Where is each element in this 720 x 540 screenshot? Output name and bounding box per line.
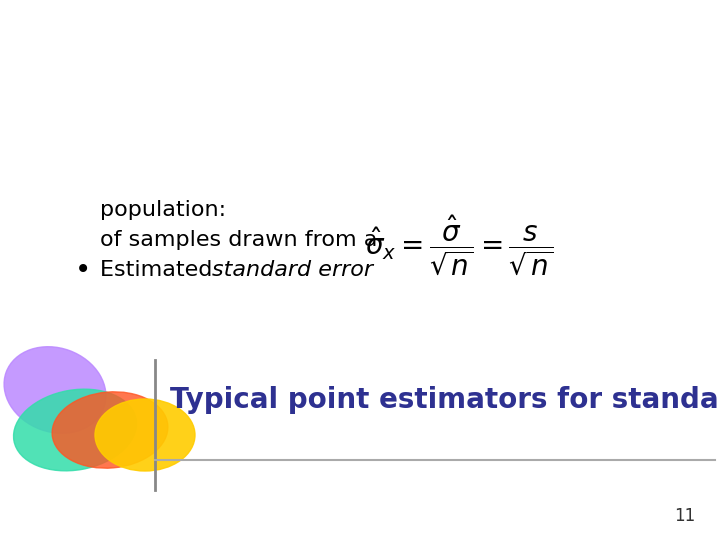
Text: of samples drawn from a: of samples drawn from a xyxy=(100,230,377,250)
Ellipse shape xyxy=(95,399,195,471)
Text: •: • xyxy=(75,256,91,284)
Ellipse shape xyxy=(4,347,106,433)
Text: 11: 11 xyxy=(674,507,695,525)
Ellipse shape xyxy=(52,392,168,468)
Text: $\hat{\sigma}_{x} = \dfrac{\hat{\sigma}}{\sqrt{n}} = \dfrac{s}{\sqrt{n}}$: $\hat{\sigma}_{x} = \dfrac{\hat{\sigma}}… xyxy=(365,213,553,277)
Text: Typical point estimators for standard errors: Typical point estimators for standard er… xyxy=(170,386,720,414)
Text: population:: population: xyxy=(100,200,226,220)
Text: Estimated: Estimated xyxy=(100,260,220,280)
Text: standard error: standard error xyxy=(212,260,373,280)
Ellipse shape xyxy=(14,389,137,471)
